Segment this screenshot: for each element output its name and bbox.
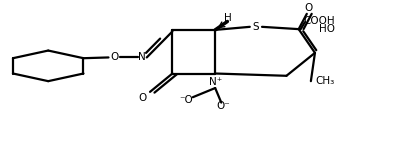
Text: N: N (138, 52, 146, 62)
Text: COOH: COOH (303, 17, 334, 27)
Text: N⁺: N⁺ (208, 77, 221, 87)
Text: O⁻: O⁻ (216, 101, 229, 111)
Text: H: H (223, 13, 231, 23)
Text: ⁻O: ⁻O (180, 95, 193, 105)
Text: O: O (138, 93, 146, 103)
Text: O: O (304, 3, 312, 13)
Text: CH₃: CH₃ (315, 76, 334, 86)
Text: S: S (252, 22, 258, 32)
Text: HO: HO (318, 24, 334, 34)
Text: O: O (110, 52, 119, 62)
